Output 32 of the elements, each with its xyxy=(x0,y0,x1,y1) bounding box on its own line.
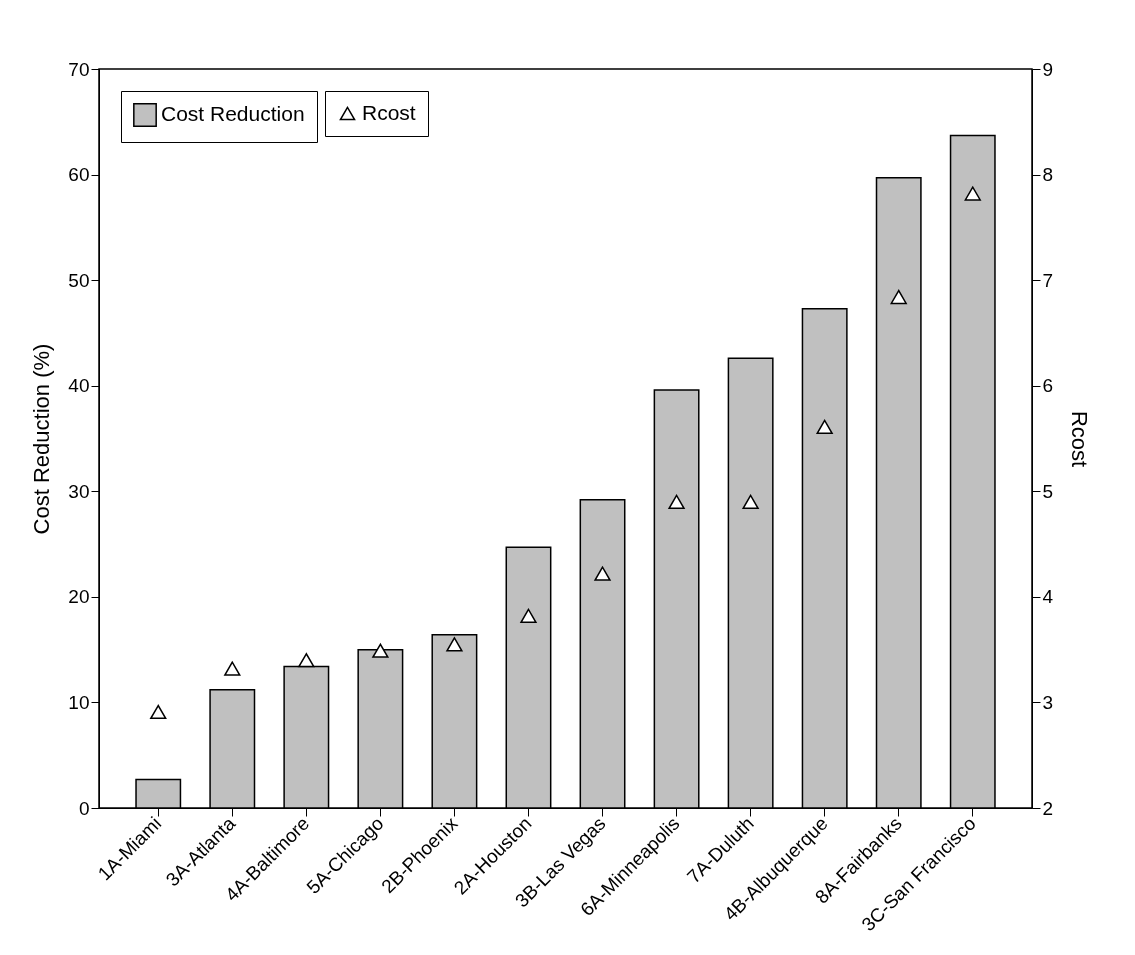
point xyxy=(816,419,833,435)
y2-tick-label: 4 xyxy=(1042,586,1054,608)
legend-label: Cost Reduction xyxy=(161,102,305,125)
y2-tick-label: 5 xyxy=(1042,480,1054,502)
y-tick-label: 30 xyxy=(68,480,90,502)
y-tick-label: 20 xyxy=(68,586,90,608)
point xyxy=(224,661,241,676)
y2-tick-label: 8 xyxy=(1042,164,1054,186)
y-tick-label: 10 xyxy=(68,691,90,713)
point xyxy=(668,494,685,510)
point xyxy=(890,289,907,305)
point xyxy=(742,494,759,510)
y2-tick-label: 9 xyxy=(1042,58,1054,80)
y2-tick-label: 6 xyxy=(1042,375,1054,397)
point xyxy=(594,566,611,581)
legend-label: Rcost xyxy=(362,100,416,124)
y2-tick-label: 7 xyxy=(1042,269,1054,291)
point xyxy=(150,704,167,720)
y2-axis-title: Rcost xyxy=(1067,410,1093,468)
point xyxy=(520,608,537,624)
y-tick-label: 70 xyxy=(68,58,90,80)
y-tick-label: 60 xyxy=(68,164,90,186)
point xyxy=(298,653,315,668)
y2-tick-label: 3 xyxy=(1042,691,1054,713)
point xyxy=(446,637,463,652)
point xyxy=(964,186,981,201)
y-axis-title: Cost Reduction (%) xyxy=(29,343,55,535)
point xyxy=(372,643,389,658)
y2-tick-label: 2 xyxy=(1042,797,1054,819)
y-tick-label: 40 xyxy=(68,375,90,397)
y-tick-label: 50 xyxy=(68,269,90,291)
y-tick-label: 0 xyxy=(78,797,90,819)
